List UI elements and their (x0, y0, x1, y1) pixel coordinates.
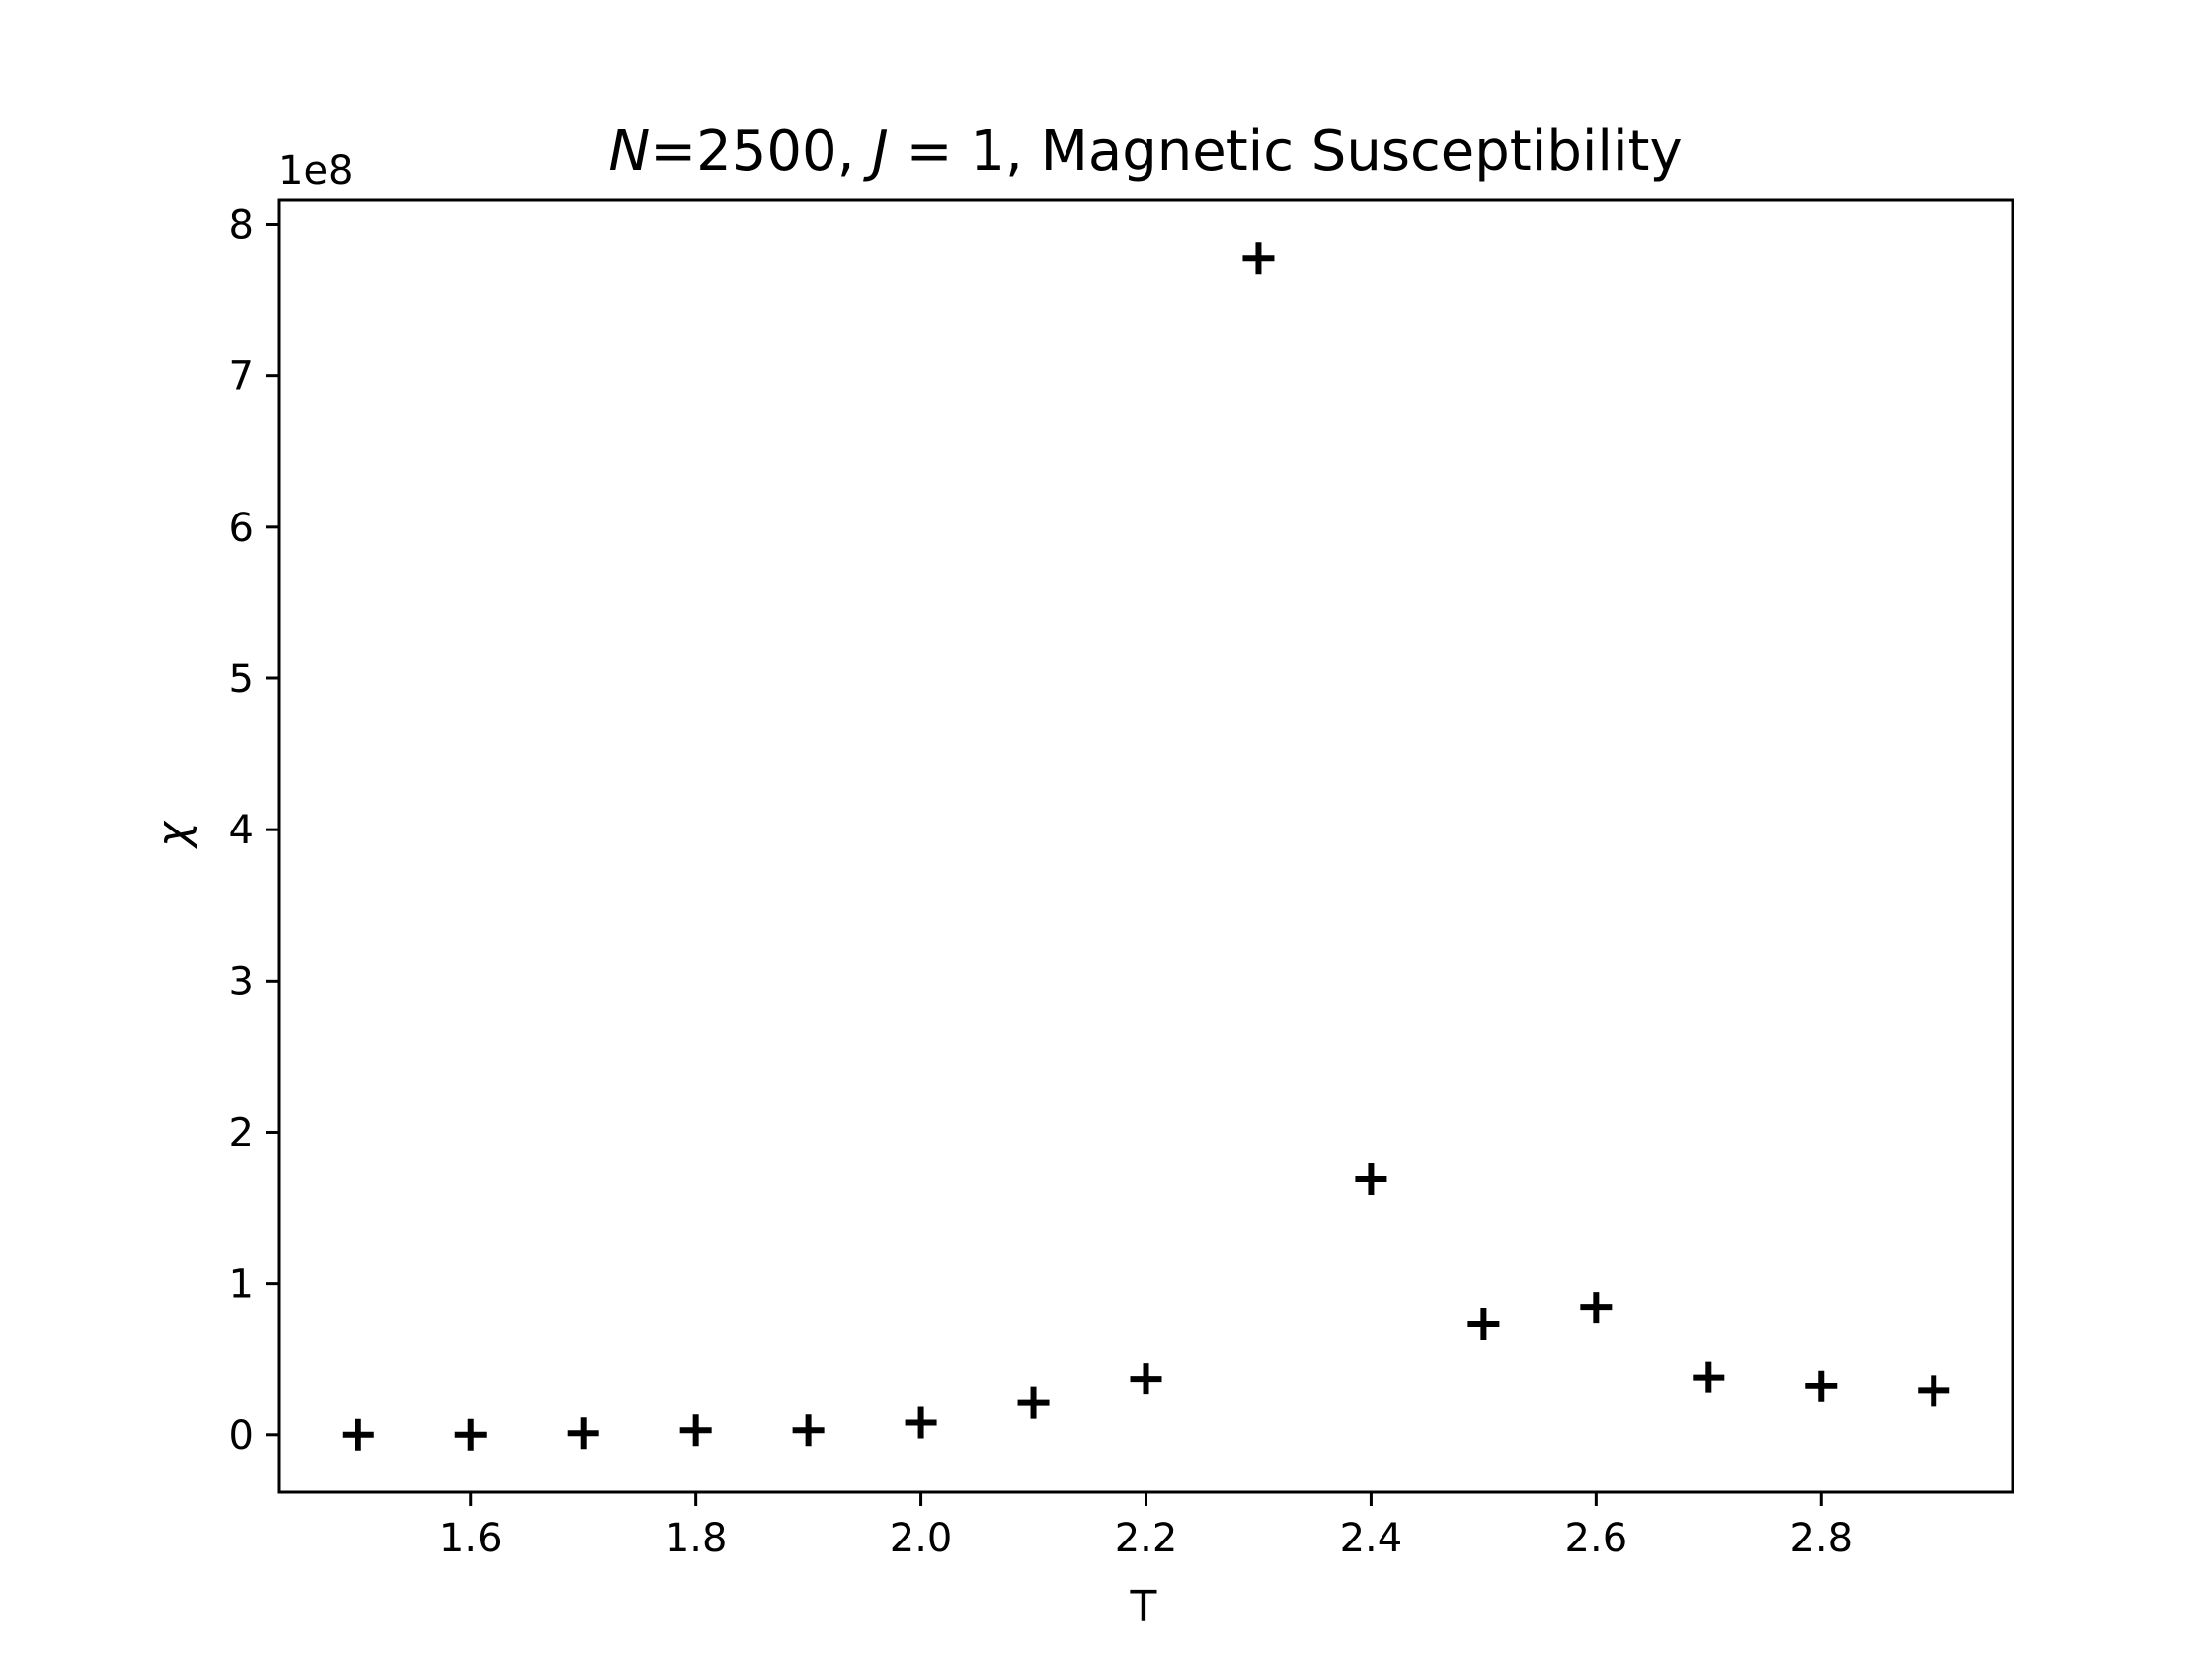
y-tick-label: 5 (229, 657, 254, 702)
x-tick-label: 2.4 (1340, 1516, 1403, 1561)
data-point-marker (1467, 1307, 1500, 1340)
y-axis-title: χ (148, 820, 198, 849)
data-point-marker (679, 1414, 712, 1447)
x-axis: 1.6 1.8 2.0 2.2 2.4 2.6 2.8 (439, 1492, 1853, 1561)
y-tick-label: 4 (229, 808, 254, 853)
x-tick-label: 2.0 (890, 1516, 953, 1561)
title-n-symbol: N (608, 119, 650, 184)
y-tick-label: 0 (229, 1413, 254, 1459)
data-point-marker (1918, 1375, 1950, 1407)
y-tick-label: 8 (229, 203, 254, 249)
y-tick-label: 3 (229, 959, 254, 1004)
data-point-marker (1580, 1292, 1613, 1324)
title-text: , Magnetic Susceptibility (1005, 119, 1683, 184)
x-tick-label: 2.2 (1115, 1516, 1178, 1561)
y-tick-label: 7 (229, 355, 254, 400)
chart-title: N=2500, J = 1, Magnetic Susceptibility (608, 119, 1682, 184)
data-point-marker (1805, 1370, 1838, 1402)
x-tick-label: 2.6 (1565, 1516, 1628, 1561)
data-point-marker (1693, 1361, 1725, 1393)
data-point-marker (1242, 242, 1275, 275)
y-tick-label: 2 (229, 1110, 254, 1155)
data-point-marker (905, 1406, 937, 1439)
x-tick-label: 2.8 (1789, 1516, 1853, 1561)
data-point-marker (342, 1418, 374, 1451)
plot-frame (277, 198, 2014, 1494)
y-axis: 0 1 2 3 4 5 6 7 8 (229, 203, 279, 1459)
y-tick-label: 1 (229, 1262, 254, 1307)
y-axis-offset-label: 1e8 (278, 148, 354, 194)
data-series (342, 242, 1950, 1451)
data-point-marker (792, 1414, 825, 1447)
x-axis-title: T (1130, 1582, 1157, 1632)
y-tick-label: 6 (229, 506, 254, 551)
x-tick-label: 1.6 (439, 1516, 503, 1561)
data-point-marker (1017, 1386, 1050, 1419)
data-point-marker (454, 1418, 487, 1451)
title-j-value: = 1 (889, 119, 1005, 184)
title-n-value: =2500, (650, 119, 872, 184)
data-point-marker (1355, 1162, 1387, 1195)
data-point-marker (1130, 1363, 1162, 1395)
data-point-marker (567, 1417, 599, 1450)
x-tick-label: 1.8 (665, 1516, 728, 1561)
